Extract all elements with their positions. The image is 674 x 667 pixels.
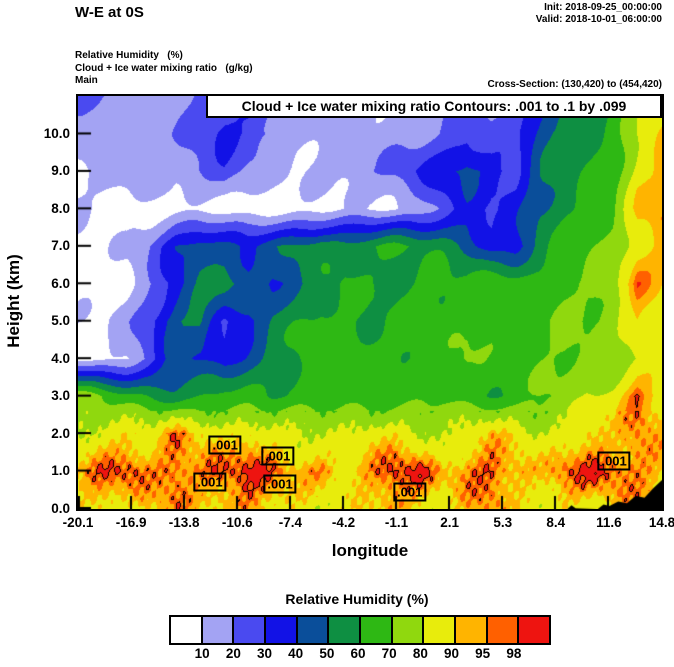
colorbar-title: Relative Humidity (%) [285,591,429,607]
variable-label-rh: Relative Humidity (%) [75,50,183,61]
x-tick-label: -4.2 [331,515,356,530]
colorbar-tick-label: 98 [506,646,522,661]
y-tick-label: 5.0 [51,313,70,329]
colorbar-cell [234,617,267,643]
colorbar-tick-label: 95 [475,646,491,661]
y-tick-label: 2.0 [51,425,70,441]
x-tick-label: -13.8 [168,515,200,530]
variable-label-cloud: Cloud + Ice water mixing ratio (g/kg) [75,62,253,74]
colorbar-cell [202,617,235,643]
x-tick-label: 2.1 [440,515,460,530]
x-tick-label: -10.6 [221,515,253,530]
colorbar [169,615,551,645]
x-tick-label: -1.1 [384,515,409,530]
colorbar-tick-label: 60 [350,646,366,661]
colorbar-cell [266,617,298,643]
x-tick-label: 14.8 [648,515,674,530]
colorbar-cell [424,617,457,643]
height-axis-label: Height (km) [4,254,23,348]
timestamp-block: Init: 2018-09-25_00:00:00 Valid: 2018-10… [536,2,662,26]
colorbar-tick-label: 90 [443,646,460,661]
cloud-contour-label-box: .001 [193,472,227,492]
x-tick-label: 11.6 [596,515,622,530]
valid-timestamp: Valid: 2018-10-01_06:00:00 [535,14,662,25]
cloud-contour-label-box: .001 [261,446,295,466]
contour-field: .001 .001 .001 .001 .001 .001 [78,96,662,509]
cloud-contour-label-box: .001 [393,482,427,502]
contour-label-overlay: .001 .001 .001 .001 .001 .001 [78,96,662,509]
colorbar-tick-label: 50 [319,646,335,661]
colorbar-tick-label: 70 [381,646,397,661]
colorbar-cell [487,617,520,643]
colorbar-tick-label: 10 [194,646,210,661]
colorbar-cell [329,617,362,643]
y-tick-label: 6.0 [51,275,70,291]
init-timestamp: Init: 2018-09-25_00:00:00 [544,2,662,13]
colorbar-cell [392,617,425,643]
colorbar-cell [456,617,488,643]
y-tick-label: 0.0 [51,501,70,516]
y-tick-label: 9.0 [51,163,70,179]
y-tick-label: 8.0 [51,200,70,216]
colorbar-tick-label: 20 [225,646,241,661]
colorbar-cell [297,617,330,643]
cloud-contour-label-box: .001 [597,451,631,471]
y-tick-label: 7.0 [51,238,70,254]
variable-label-main: Main [75,75,98,86]
cloud-contour-label-box: .001 [208,435,242,455]
longitude-axis-label: longitude [331,541,409,560]
colorbar-cell [171,617,203,643]
y-tick-label: 10.0 [43,125,70,141]
colorbar-tick-label: 30 [256,646,273,661]
plot-frame: .001 .001 .001 .001 .001 .001 [76,94,664,511]
variable-label-block: Relative Humidity (%) Cloud + Ice water … [75,50,253,88]
cross-section-label: Cross-Section: (130,420) to (454,420) [487,79,662,90]
cloud-contour-label-box: .001 [263,474,297,494]
colorbar-cell [519,617,550,643]
y-tick-label: 3.0 [51,388,70,404]
page-title: W-E at 0S [75,4,144,21]
x-tick-label: 8.4 [546,515,566,530]
contour-field-canvas [78,96,662,509]
colorbar-tick-label: 40 [288,646,304,661]
contour-title-box: Cloud + Ice water mixing ratio Contours:… [206,94,662,118]
x-tick-label: -20.1 [62,515,94,530]
colorbar-tick-label: 80 [412,646,428,661]
x-tick-label: 5.3 [493,515,513,530]
y-tick-label: 4.0 [51,350,70,366]
y-tick-label: 1.0 [51,463,70,479]
x-tick-label: -7.4 [278,515,302,530]
x-tick-label: -16.9 [115,515,147,530]
colorbar-cell [361,617,393,643]
